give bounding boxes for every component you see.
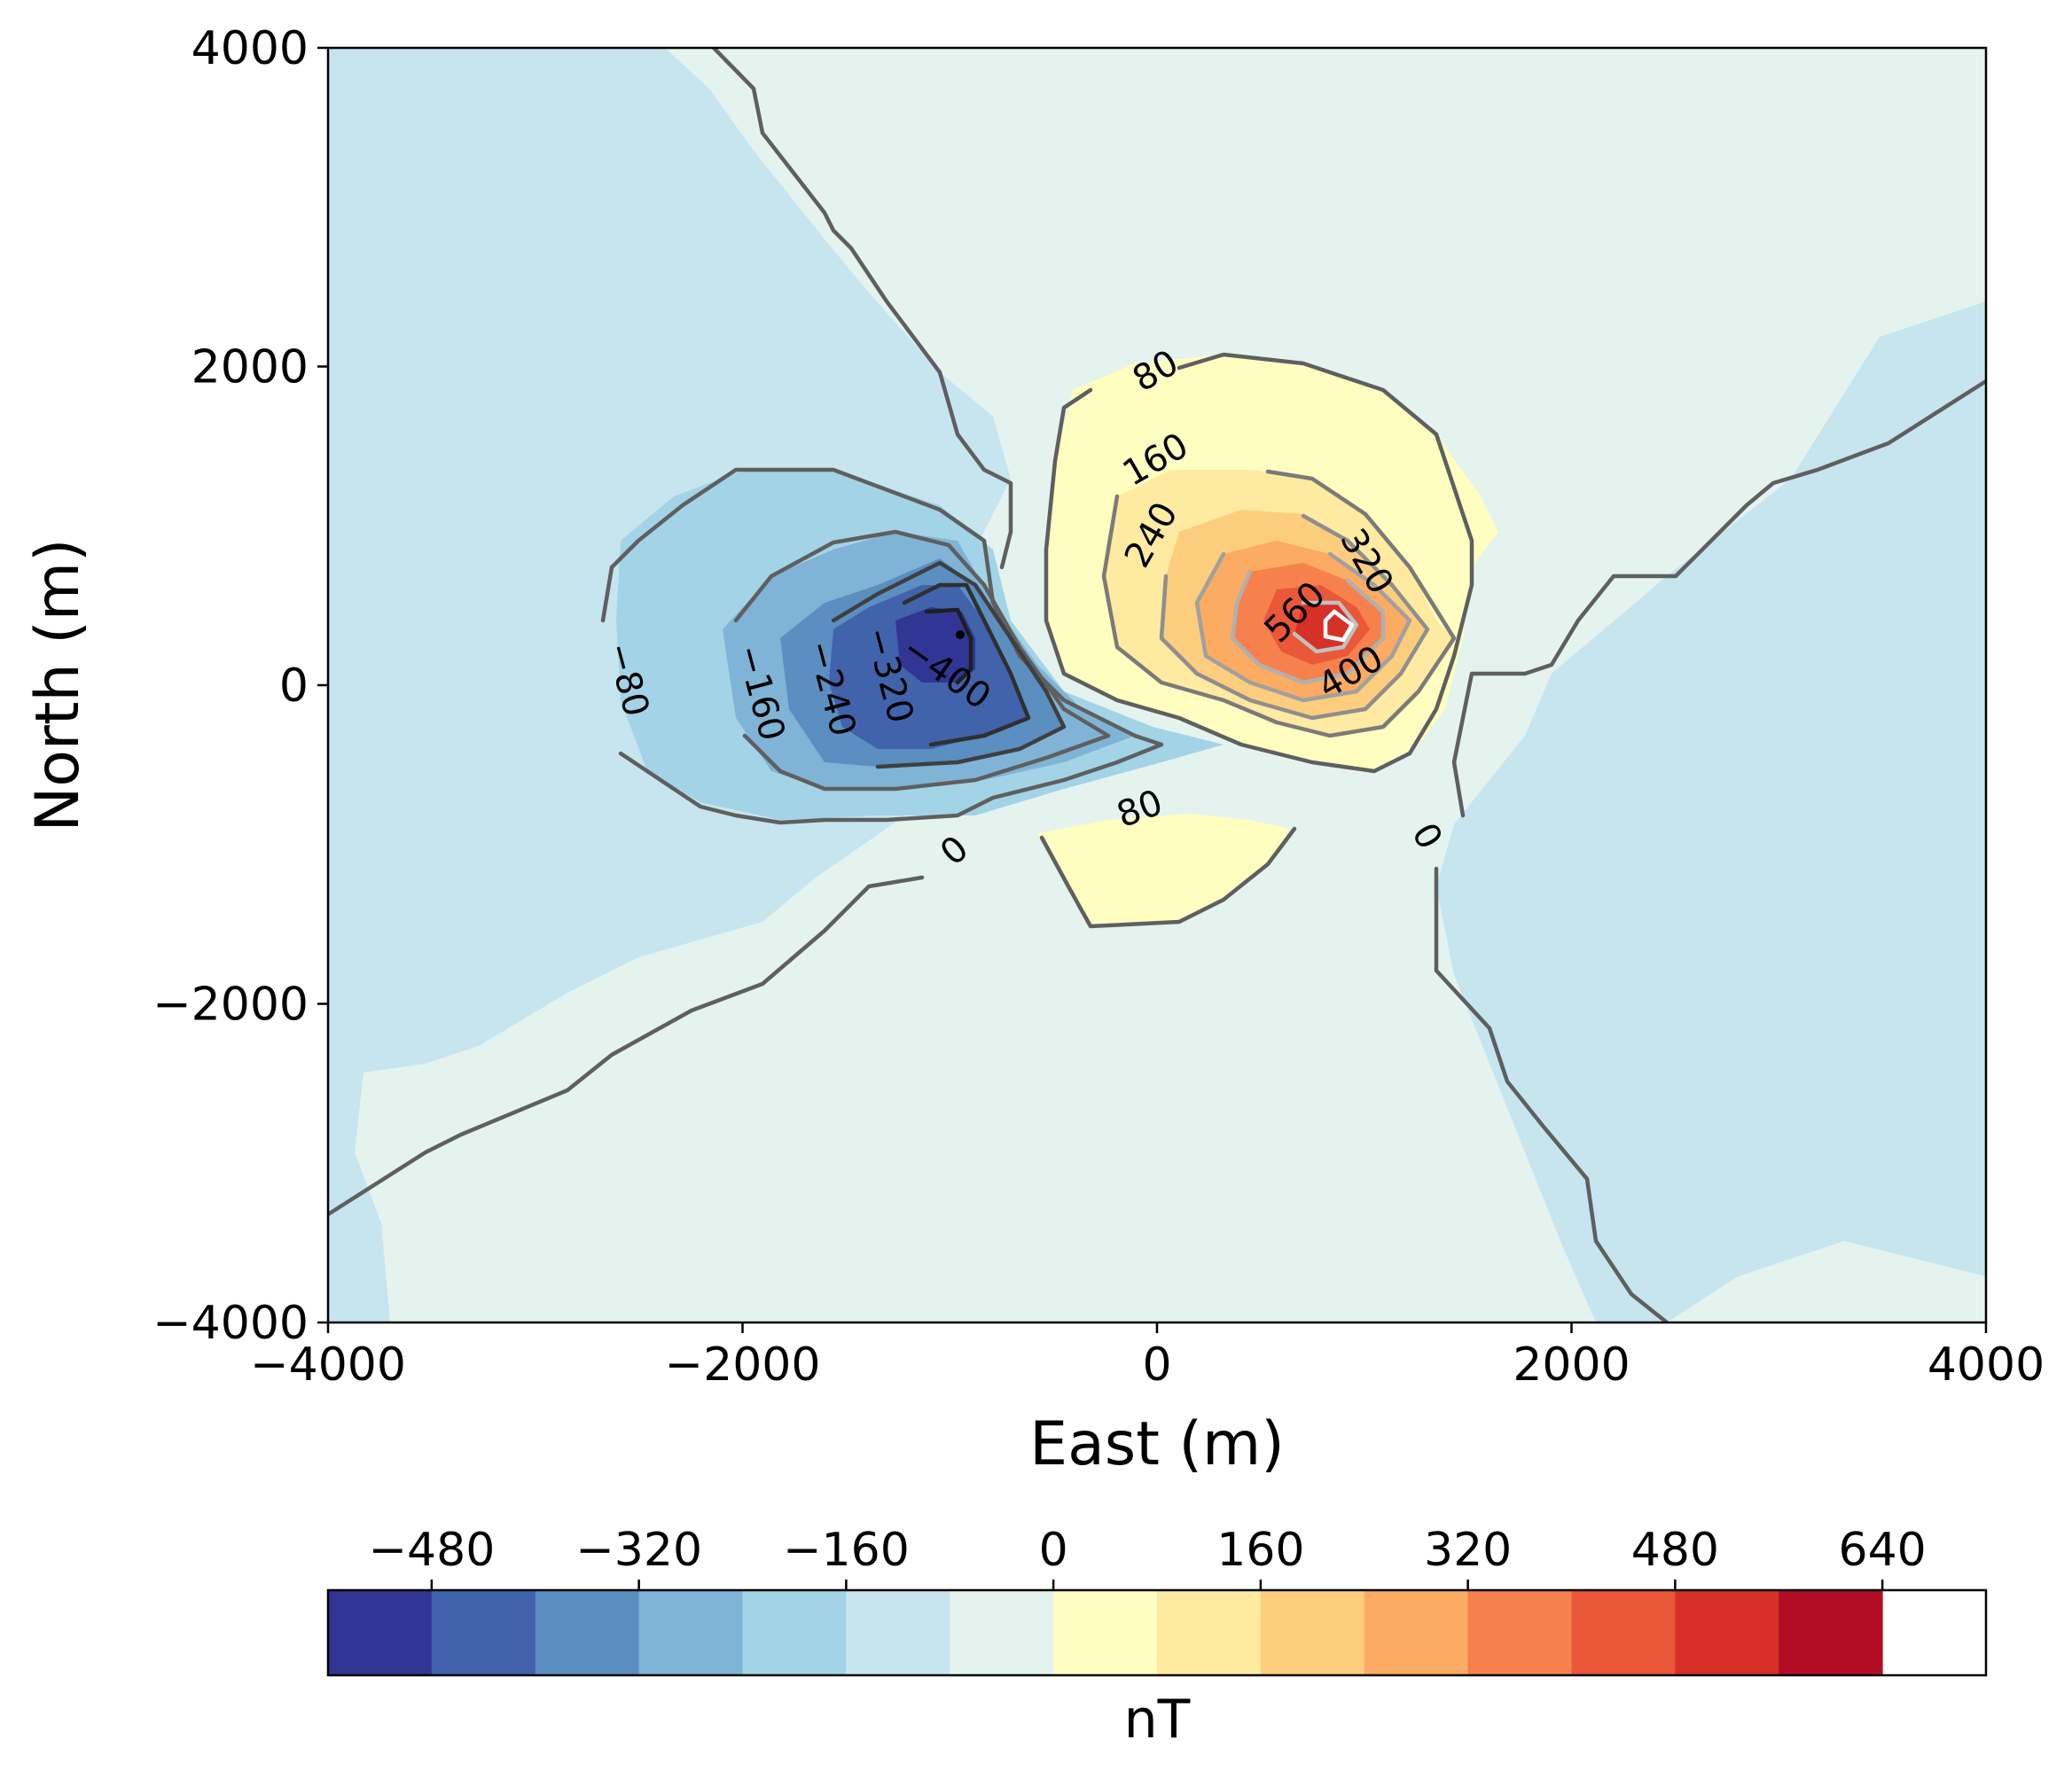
contour-line-zero-west xyxy=(328,875,925,1217)
colorbar-tick-label: −320 xyxy=(575,1524,702,1577)
colorbar-swatch xyxy=(431,1590,536,1675)
colorbar-swatch xyxy=(1571,1590,1676,1675)
contour-line-pos-160 xyxy=(1101,469,1457,738)
contour-line-pos-80-south xyxy=(1039,826,1297,929)
colorbar-tick-label: −160 xyxy=(783,1524,910,1577)
colorbar-swatch xyxy=(1364,1590,1469,1675)
contour-line-pos-560 xyxy=(1292,600,1359,654)
colorbar-swatch xyxy=(950,1590,1054,1675)
colorbar: −480 −320 −160 0 160 320 480 640 xyxy=(326,1524,1988,1677)
colorbar-swatch xyxy=(742,1590,847,1675)
y-tick-label: 0 xyxy=(279,659,309,713)
colorbar-swatch xyxy=(1260,1590,1365,1675)
colorbar-tick-label: 160 xyxy=(1216,1524,1304,1577)
colorbar-tick-label: 640 xyxy=(1838,1524,1926,1577)
colorbar-label: nT xyxy=(1124,1689,1191,1751)
contour-line-zero-south xyxy=(1434,866,1669,1322)
x-tick-label: 0 xyxy=(1142,1338,1171,1392)
contour-line-neg-80 xyxy=(600,467,1164,825)
contour-line-neg-160 xyxy=(733,529,1111,792)
colorbar-tick-label: 480 xyxy=(1631,1524,1719,1577)
fill-band-pos-80-south xyxy=(1037,814,1290,926)
y-tick-label: −4000 xyxy=(152,1297,309,1350)
contour-line-neg-320 xyxy=(902,582,1031,747)
x-tick-label: −2000 xyxy=(665,1338,821,1392)
plot-area: 80 160 240 320 400 560 0 80 0 −80 −160 −… xyxy=(326,46,1988,1324)
colorbar-swatch xyxy=(1675,1590,1779,1675)
colorbar-swatch xyxy=(328,1590,433,1675)
colorbar-tick-label: −480 xyxy=(368,1524,495,1577)
y-axis-ticks: −4000 −2000 0 2000 4000 xyxy=(152,22,328,1350)
contour-line-zero-north xyxy=(711,48,1013,570)
colorbar-tick-label: 0 xyxy=(1039,1524,1068,1577)
x-tick-label: 2000 xyxy=(1513,1338,1630,1392)
y-tick-label: 2000 xyxy=(192,341,309,394)
contour-line-neg-400 xyxy=(924,607,973,685)
colorbar-tick-label: 320 xyxy=(1424,1524,1512,1577)
contour-line-neg-240 xyxy=(831,560,1067,769)
y-tick-label: 4000 xyxy=(192,22,309,75)
x-axis-ticks: −4000 −2000 0 2000 4000 xyxy=(250,1322,2045,1392)
x-axis-label: East (m) xyxy=(1029,1409,1285,1479)
colorbar-swatch xyxy=(1157,1590,1262,1675)
contour-line-pos-640 xyxy=(1323,609,1355,643)
colorbar-swatch xyxy=(1053,1590,1158,1675)
colorbar-swatch xyxy=(638,1590,743,1675)
colorbar-swatch xyxy=(1779,1590,1883,1675)
x-tick-label: −4000 xyxy=(250,1338,406,1392)
contour-line-pos-320 xyxy=(1194,551,1412,703)
fill-band-neg-400 xyxy=(895,607,975,683)
y-axis-label: North (m) xyxy=(23,538,93,831)
contour-line-zero-east xyxy=(1451,378,1986,818)
colorbar-swatch xyxy=(535,1590,640,1675)
contour-line-pos-400 xyxy=(1230,569,1386,685)
colorbar-swatch xyxy=(846,1590,950,1675)
contour-line-pos-240 xyxy=(1159,513,1430,721)
negative-peak-marker xyxy=(956,630,965,639)
colorbar-swatch xyxy=(1467,1590,1572,1675)
contour-line-pos-80 xyxy=(1044,352,1474,774)
colorbar-frame xyxy=(326,1588,1988,1677)
x-tick-label: 4000 xyxy=(1927,1338,2045,1392)
y-tick-label: −2000 xyxy=(152,979,309,1032)
